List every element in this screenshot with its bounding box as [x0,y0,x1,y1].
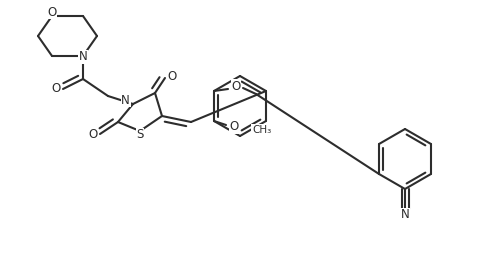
Text: O: O [231,80,240,92]
Text: N: N [121,93,130,106]
Text: O: O [51,83,61,96]
Text: O: O [88,129,98,141]
Text: N: N [400,209,408,221]
Text: O: O [47,6,57,19]
Text: O: O [167,70,176,83]
Text: CH₃: CH₃ [251,125,271,135]
Text: S: S [136,129,143,141]
Text: N: N [79,51,87,64]
Text: O: O [229,120,238,134]
